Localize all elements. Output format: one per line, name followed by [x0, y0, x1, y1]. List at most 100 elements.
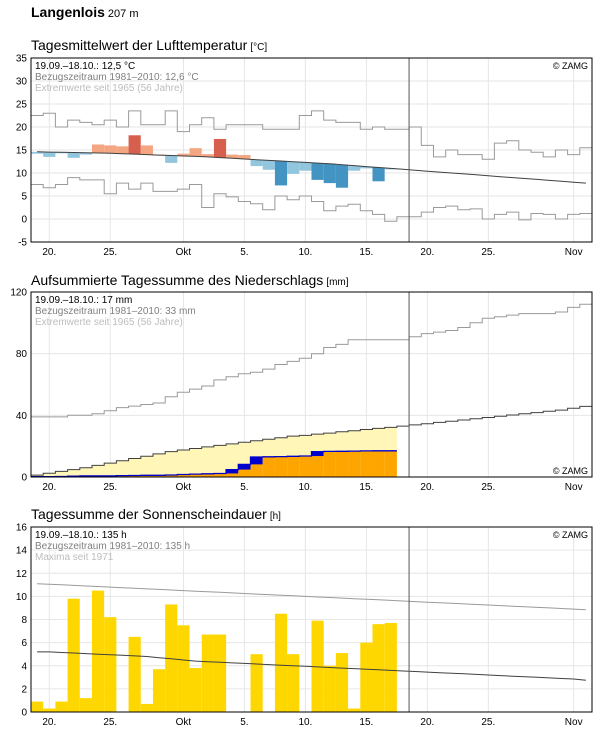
temperature-legend-line: Bezugszeitraum 1981–2010: 12,6 °C [35, 72, 199, 83]
precipitation-observed-area [128, 475, 141, 477]
temperature-bar [140, 145, 153, 155]
precipitation-xtick-label: 25. [481, 482, 495, 493]
temperature-bar [360, 166, 373, 169]
sunshine-legend-line: Bezugszeitraum 1981–2010: 135 h [35, 541, 190, 552]
sunshine-bar [177, 625, 190, 712]
sunshine-bar [372, 624, 385, 712]
sunshine-bar [43, 708, 56, 712]
temperature-bar [287, 161, 300, 174]
sunshine-copyright: © ZAMG [553, 530, 588, 540]
precipitation-xtick-label: 25. [103, 482, 117, 493]
temperature-xtick-label: 10. [298, 247, 312, 258]
temperature-xtick-label: Okt [176, 247, 192, 258]
sunshine-legend-line: Maxima seit 1971 [35, 552, 114, 563]
temperature-bar [91, 144, 105, 153]
temperature-bar [372, 167, 385, 182]
sunshine-bar [360, 642, 373, 712]
precipitation-xtick-label: 20. [42, 482, 56, 493]
precipitation-xtick-label: Okt [176, 482, 192, 493]
precipitation-observed-area [140, 475, 153, 477]
precipitation-xtick-label: 10. [298, 482, 312, 493]
precipitation-observed-area [274, 456, 288, 477]
precipitation-daily-increment [311, 451, 324, 457]
sunshine-xtick-label: 20. [420, 717, 434, 728]
sunshine-plot-frame [30, 526, 593, 713]
sunshine-legend-line: 19.09.–18.10.: 135 h [35, 530, 127, 541]
precipitation-legend-line: 19.09.–18.10.: 17 mm [35, 295, 132, 306]
precipitation-normal-line [31, 405, 592, 476]
precipitation-observed-area [335, 451, 349, 477]
precipitation-max-line [31, 303, 592, 418]
sunshine-bar [67, 598, 80, 712]
precipitation-daily-increment [238, 464, 251, 470]
sunshine-ytick-label: 0 [21, 708, 27, 719]
sunshine-xtick-label: 25. [481, 717, 495, 728]
temperature-bar [31, 151, 44, 154]
precipitation-title-text: Aufsummierte Tagessumme des Niederschlag… [31, 272, 324, 288]
sunshine-bar [165, 604, 178, 712]
sunshine-bar [79, 698, 92, 712]
temperature-xtick-label: 25. [103, 247, 117, 258]
sunshine-xtick-label: Okt [176, 717, 192, 728]
precipitation-observed-area [189, 474, 202, 477]
temperature-bar [299, 162, 312, 171]
precipitation-observed-area [311, 451, 324, 477]
precipitation-legend-line: Extremwerte seit 1965 (56 Jahre) [35, 317, 183, 328]
precipitation-observed-area [348, 451, 361, 477]
sunshine-maxima-line [37, 583, 586, 611]
temperature-ytick-label: 35 [16, 54, 28, 65]
sunshine-chart: 0 2 4 6 8 10 12 14 16 20. 25. Okt 5. 10. 15. 20. 25. Nov 1… [16, 523, 593, 728]
sunshine-bar [55, 701, 68, 712]
temperature-plot-frame [30, 57, 593, 243]
temperature-ytick-label: 30 [16, 77, 28, 88]
sunshine-xtick-label: 15. [359, 717, 373, 728]
sunshine-bar [348, 708, 361, 712]
sunshine-ytick-label: 8 [21, 615, 27, 626]
temperature-bar [104, 145, 117, 154]
sunshine-bar [384, 622, 397, 712]
temperature-ytick-label: -5 [18, 238, 27, 249]
sunshine-xtick-label: 25. [103, 717, 117, 728]
precipitation-observed-area [323, 451, 336, 477]
temperature-bar [165, 155, 178, 163]
temperature-bar [311, 163, 324, 180]
temperature-ytick-label: 20 [16, 123, 28, 134]
temperature-unit: [°C] [250, 42, 268, 53]
sunshine-bar [152, 669, 166, 712]
precipitation-xtick-label: 15. [359, 482, 373, 493]
temperature-bar [128, 135, 141, 155]
sunshine-bar [213, 634, 227, 712]
temperature-xtick-label: 20. [42, 247, 56, 258]
temperature-bar [384, 168, 397, 170]
sunshine-bar [104, 617, 117, 712]
temperature-bar [67, 152, 80, 158]
sunshine-chart-title: Tagessumme der Sonnenscheindauer [h] [31, 506, 281, 522]
precipitation-legend-line: Bezugszeitraum 1981–2010: 33 mm [35, 306, 196, 317]
sunshine-bar [140, 703, 153, 712]
temperature-chart-title: Tagesmittelwert der Lufttemperatur [°C] [31, 37, 267, 53]
temperature-xtick-label: 15. [359, 247, 373, 258]
temperature-xtick-label: 5. [240, 247, 248, 258]
temperature-bar [323, 163, 336, 184]
sunshine-ytick-label: 12 [16, 569, 28, 580]
precipitation-unit: [mm] [326, 277, 349, 288]
sunshine-bar [274, 613, 288, 712]
precipitation-chart: 0 40 80 120 20. 25. Okt 5. 10. 15. 20. 25. Nov 19.09.… [10, 288, 593, 493]
precipitation-xtick-label: 5. [240, 482, 248, 493]
temperature-xtick-label: 25. [481, 247, 495, 258]
precipitation-observed-area [360, 450, 373, 477]
temperature-legend-line: 19.09.–18.10.: 12,5 °C [35, 61, 135, 72]
sunshine-xtick-label: Nov [565, 717, 583, 728]
sunshine-xtick-label: 10. [298, 717, 312, 728]
temperature-bar [250, 159, 263, 167]
temperature-bar [348, 165, 361, 171]
temperature-max-extreme-line [31, 110, 592, 160]
temperature-bar [79, 152, 92, 155]
precipitation-observed-area [152, 475, 166, 477]
temperature-legend-line: Extremwerte seit 1965 (56 Jahre) [35, 83, 183, 94]
temperature-bar [55, 152, 68, 154]
station-elevation: 207 m [107, 8, 139, 20]
temperature-title-text: Tagesmittelwert der Lufttemperatur [31, 37, 248, 53]
precipitation-xtick-label: Nov [565, 482, 583, 493]
